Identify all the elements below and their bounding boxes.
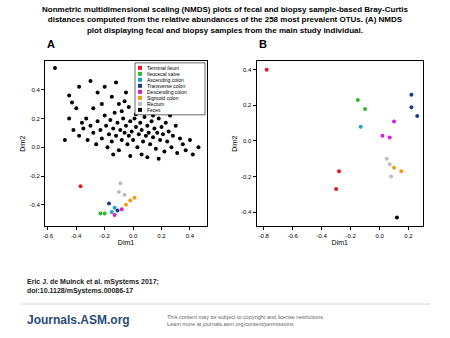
svg-text:Terminal ileum: Terminal ileum xyxy=(147,65,179,71)
svg-text:Rectum: Rectum xyxy=(147,101,164,107)
svg-text:-0.6: -0.6 xyxy=(43,233,54,239)
svg-text:Dim1: Dim1 xyxy=(118,239,134,246)
svg-text:0.0: 0.0 xyxy=(243,138,252,144)
svg-text:0.2: 0.2 xyxy=(31,116,40,122)
svg-text:Dim2: Dim2 xyxy=(20,135,27,151)
svg-text:0.0: 0.0 xyxy=(31,144,40,150)
svg-text:Feces: Feces xyxy=(147,107,161,113)
svg-text:Transverse colon: Transverse colon xyxy=(147,83,185,89)
svg-text:Ascending colon: Ascending colon xyxy=(147,77,184,83)
svg-text:-0.4: -0.4 xyxy=(71,233,82,239)
svg-text:-0.8: -0.8 xyxy=(259,233,270,239)
svg-text:-0.4: -0.4 xyxy=(316,233,327,239)
svg-text:-0.2: -0.2 xyxy=(100,233,111,239)
svg-text:A: A xyxy=(47,38,55,50)
svg-text:Sigmoid colon: Sigmoid colon xyxy=(147,95,179,101)
svg-text:Eric J. de Muinck et al. mSyst: Eric J. de Muinck et al. mSystems 2017;d… xyxy=(27,278,159,295)
svg-text:Descending colon: Descending colon xyxy=(147,89,187,95)
svg-text:Nonmetric multidimensional sca: Nonmetric multidimensional scaling (NMDS… xyxy=(42,5,408,35)
svg-text:0.4: 0.4 xyxy=(243,67,252,73)
svg-text:Journals.ASM.org: Journals.ASM.org xyxy=(27,313,130,327)
svg-text:-0.6: -0.6 xyxy=(288,233,299,239)
svg-text:B: B xyxy=(259,38,267,50)
svg-text:0.2: 0.2 xyxy=(404,233,413,239)
svg-text:Ileocecal valve: Ileocecal valve xyxy=(147,71,180,77)
svg-text:0.2: 0.2 xyxy=(243,102,252,108)
svg-text:This content may be subject to: This content may be subject to copyright… xyxy=(167,314,325,327)
svg-text:-0.4: -0.4 xyxy=(29,202,40,208)
svg-text:0.0: 0.0 xyxy=(375,233,384,239)
svg-text:-0.2: -0.2 xyxy=(345,233,356,239)
svg-text:0.0: 0.0 xyxy=(129,233,138,239)
svg-text:0.4: 0.4 xyxy=(31,87,40,93)
svg-text:-0.2: -0.2 xyxy=(29,173,40,179)
svg-text:0.4: 0.4 xyxy=(186,233,195,239)
svg-text:0.2: 0.2 xyxy=(157,233,166,239)
svg-text:-0.4: -0.4 xyxy=(241,209,252,215)
svg-text:Dim1: Dim1 xyxy=(332,239,348,246)
svg-text:Dim2: Dim2 xyxy=(231,135,238,151)
svg-text:-0.2: -0.2 xyxy=(241,174,252,180)
